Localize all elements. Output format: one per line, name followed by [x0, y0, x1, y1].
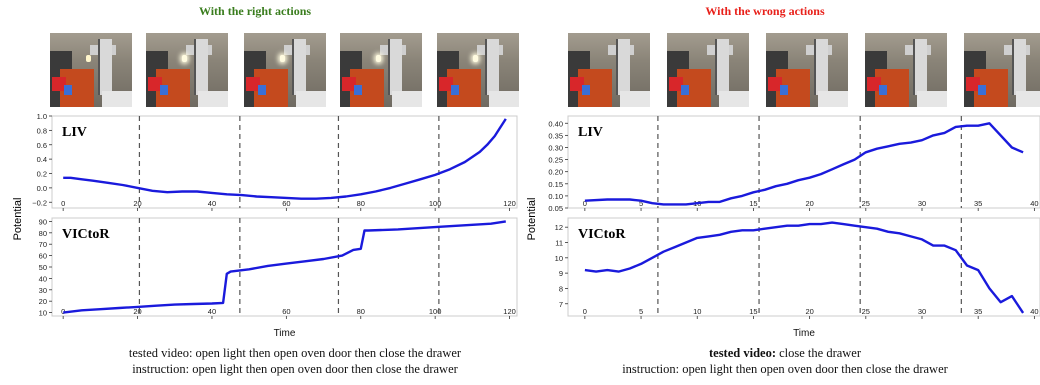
left-liv-xtick-label: 40: [208, 199, 216, 208]
right-victor-frame: [567, 217, 1040, 317]
left-liv-name-label: LIV: [62, 125, 87, 140]
video-frame: [667, 33, 749, 107]
left-caption-line2: instruction: open light then open oven d…: [132, 362, 458, 376]
left-victor-ytick-label: 70: [39, 240, 47, 249]
right-victor-xtick-label: 10: [693, 307, 701, 316]
right-liv-ytick-label: 0.40: [548, 119, 563, 128]
video-frame: [340, 33, 422, 107]
left-victor-xtick-label: 100: [429, 307, 442, 316]
left-liv-ytick-label: 1.0: [37, 112, 47, 121]
left-victor-xtick-label: 60: [282, 307, 290, 316]
left-liv-frame: [51, 115, 518, 209]
right-ylabel: Potential: [526, 197, 538, 241]
left-victor-line: [63, 220, 506, 314]
right-liv-xtick-label: 40: [1030, 199, 1038, 208]
right-liv-xtick-label: 15: [749, 199, 757, 208]
left-liv-ytick-label: 0.4: [37, 155, 47, 164]
video-frame: [766, 33, 848, 107]
right-liv-ytick-label: 0.35: [548, 131, 563, 140]
video-frame: [50, 33, 132, 107]
left-xlabel: Time: [274, 328, 296, 339]
right-victor-line: [584, 221, 1025, 314]
left-liv-ytick-label: 0.6: [37, 141, 47, 150]
right-victor-name-label: VICtoR: [578, 227, 626, 242]
left-liv-ytick-label: −0.2: [32, 198, 47, 207]
left-victor-ytick-label: 80: [39, 229, 47, 238]
left-victor-ytick-label: 40: [39, 274, 47, 283]
left-victor-ytick-label: 10: [39, 309, 47, 318]
video-frame: [865, 33, 947, 107]
right-liv-xtick-label: 35: [974, 199, 982, 208]
right-liv-ytick-label: 0.30: [548, 143, 563, 152]
right-caption-text: close the drawer: [775, 346, 862, 360]
left-victor-xtick-label: 80: [357, 307, 365, 316]
right-victor-xtick-label: 40: [1030, 307, 1038, 316]
right-liv-name-label: LIV: [578, 125, 603, 140]
right-victor-ytick-label: 7: [559, 300, 563, 309]
video-frame: [437, 33, 519, 107]
left-liv-xtick-label: 60: [282, 199, 290, 208]
left-liv-xtick-label: 100: [429, 199, 442, 208]
right-victor-ytick-label: 9: [559, 269, 563, 278]
right-victor-ytick-label: 11: [555, 239, 563, 248]
right-liv-xtick-label: 5: [639, 199, 643, 208]
right-victor-xtick-label: 30: [918, 307, 926, 316]
left-victor-xtick-label: 20: [133, 307, 141, 316]
left-victor-ytick-label: 50: [39, 263, 47, 272]
left-caption-text: open light then open oven door then clos…: [195, 346, 462, 360]
right-caption-line1: tested video: close the drawer: [530, 346, 1040, 361]
right-liv-ytick-label: 0.20: [548, 168, 563, 177]
right-liv-xtick-label: 30: [918, 199, 926, 208]
video-frame: [146, 33, 228, 107]
left-caption-prefix: tested video:: [128, 346, 196, 360]
right-liv-xtick-label: 25: [862, 199, 870, 208]
right-victor-xtick-label: 0: [583, 307, 587, 316]
left-victor-name-label: VICtoR: [62, 227, 110, 242]
right-victor-xtick-label: 35: [974, 307, 982, 316]
right-liv-ytick-label: 0.05: [548, 204, 563, 213]
right-liv-ytick-label: 0.10: [548, 192, 563, 201]
left-liv-xtick-label: 0: [61, 199, 65, 208]
left-victor-frame: [51, 217, 518, 317]
video-frame: [244, 33, 326, 107]
left-victor-ytick-label: 20: [39, 297, 47, 306]
right-xlabel: Time: [793, 328, 815, 339]
right-victor-ytick-label: 10: [555, 254, 563, 263]
left-liv-ytick-label: 0.2: [37, 170, 47, 179]
left-video-frames: [50, 33, 530, 107]
right-liv-xtick-label: 20: [805, 199, 813, 208]
left-liv-line: [63, 118, 507, 200]
left-liv-xtick-label: 80: [357, 199, 365, 208]
left-liv-ytick-label: 0.0: [37, 184, 47, 193]
left-victor-ytick-label: 90: [39, 217, 47, 226]
left-caption-line1: tested video: open light then open oven …: [20, 346, 570, 361]
left-liv-xtick-label: 120: [503, 199, 516, 208]
right-victor-ytick-label: 12: [555, 223, 563, 232]
left-victor-ytick-label: 30: [39, 286, 47, 295]
video-frame: [568, 33, 650, 107]
left-ylabel: Potential: [12, 197, 24, 241]
left-victor-xtick-label: 40: [208, 307, 216, 316]
right-liv-frame: [567, 115, 1040, 209]
left-liv-xtick-label: 20: [133, 199, 141, 208]
left-victor-ytick-label: 60: [39, 252, 47, 261]
left-liv-ytick-label: 0.8: [37, 126, 47, 135]
right-caption-prefix: tested video:: [708, 346, 776, 360]
right-victor-xtick-label: 20: [805, 307, 813, 316]
right-victor-ytick-label: 8: [559, 284, 563, 293]
right-liv-line: [584, 122, 1024, 206]
left-victor-xtick-label: 120: [503, 307, 516, 316]
right-liv-ytick-label: 0.15: [548, 180, 563, 189]
right-victor-xtick-label: 25: [862, 307, 870, 316]
right-victor-xtick-label: 5: [639, 307, 643, 316]
right-caption-line2: instruction: open light then open oven d…: [622, 362, 948, 376]
right-video-frames: [568, 33, 1040, 107]
right-panel-title: With the wrong actions: [705, 4, 825, 18]
left-panel-title: With the right actions: [198, 4, 312, 18]
video-frame: [964, 33, 1040, 107]
right-liv-ytick-label: 0.25: [548, 156, 563, 165]
right-liv-xtick-label: 0: [583, 199, 587, 208]
right-victor-xtick-label: 15: [749, 307, 757, 316]
